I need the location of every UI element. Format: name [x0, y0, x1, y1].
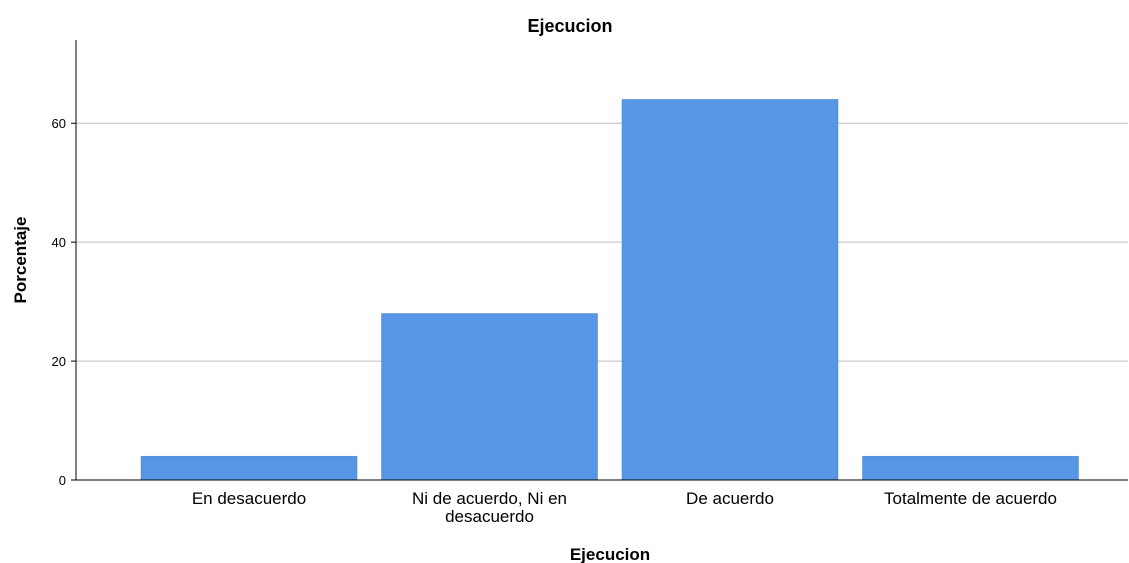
x-category-label: Totalmente de acuerdo — [884, 489, 1057, 508]
x-category-label: Ni de acuerdo, Ni en — [412, 489, 567, 508]
y-tick-labels: 0 20 40 60 — [52, 116, 76, 488]
x-category-label: desacuerdo — [445, 507, 534, 526]
x-category-label: De acuerdo — [686, 489, 774, 508]
y-tick-label: 20 — [52, 354, 66, 369]
chart-title: Ejecucion — [527, 16, 612, 36]
bar — [862, 455, 1079, 481]
x-category-labels: En desacuerdo Ni de acuerdo, Ni endesacue… — [192, 489, 1057, 526]
bar — [621, 99, 839, 481]
gridlines — [76, 122, 1128, 362]
y-axis-title: Porcentaje — [11, 217, 30, 304]
x-axis-title: Ejecucion — [570, 545, 650, 563]
bars — [140, 99, 1079, 481]
y-tick-label: 0 — [59, 473, 66, 488]
bar — [140, 455, 358, 481]
y-tick-label: 60 — [52, 116, 66, 131]
bar — [381, 313, 598, 481]
x-category-label: En desacuerdo — [192, 489, 306, 508]
y-tick-label: 40 — [52, 235, 66, 250]
